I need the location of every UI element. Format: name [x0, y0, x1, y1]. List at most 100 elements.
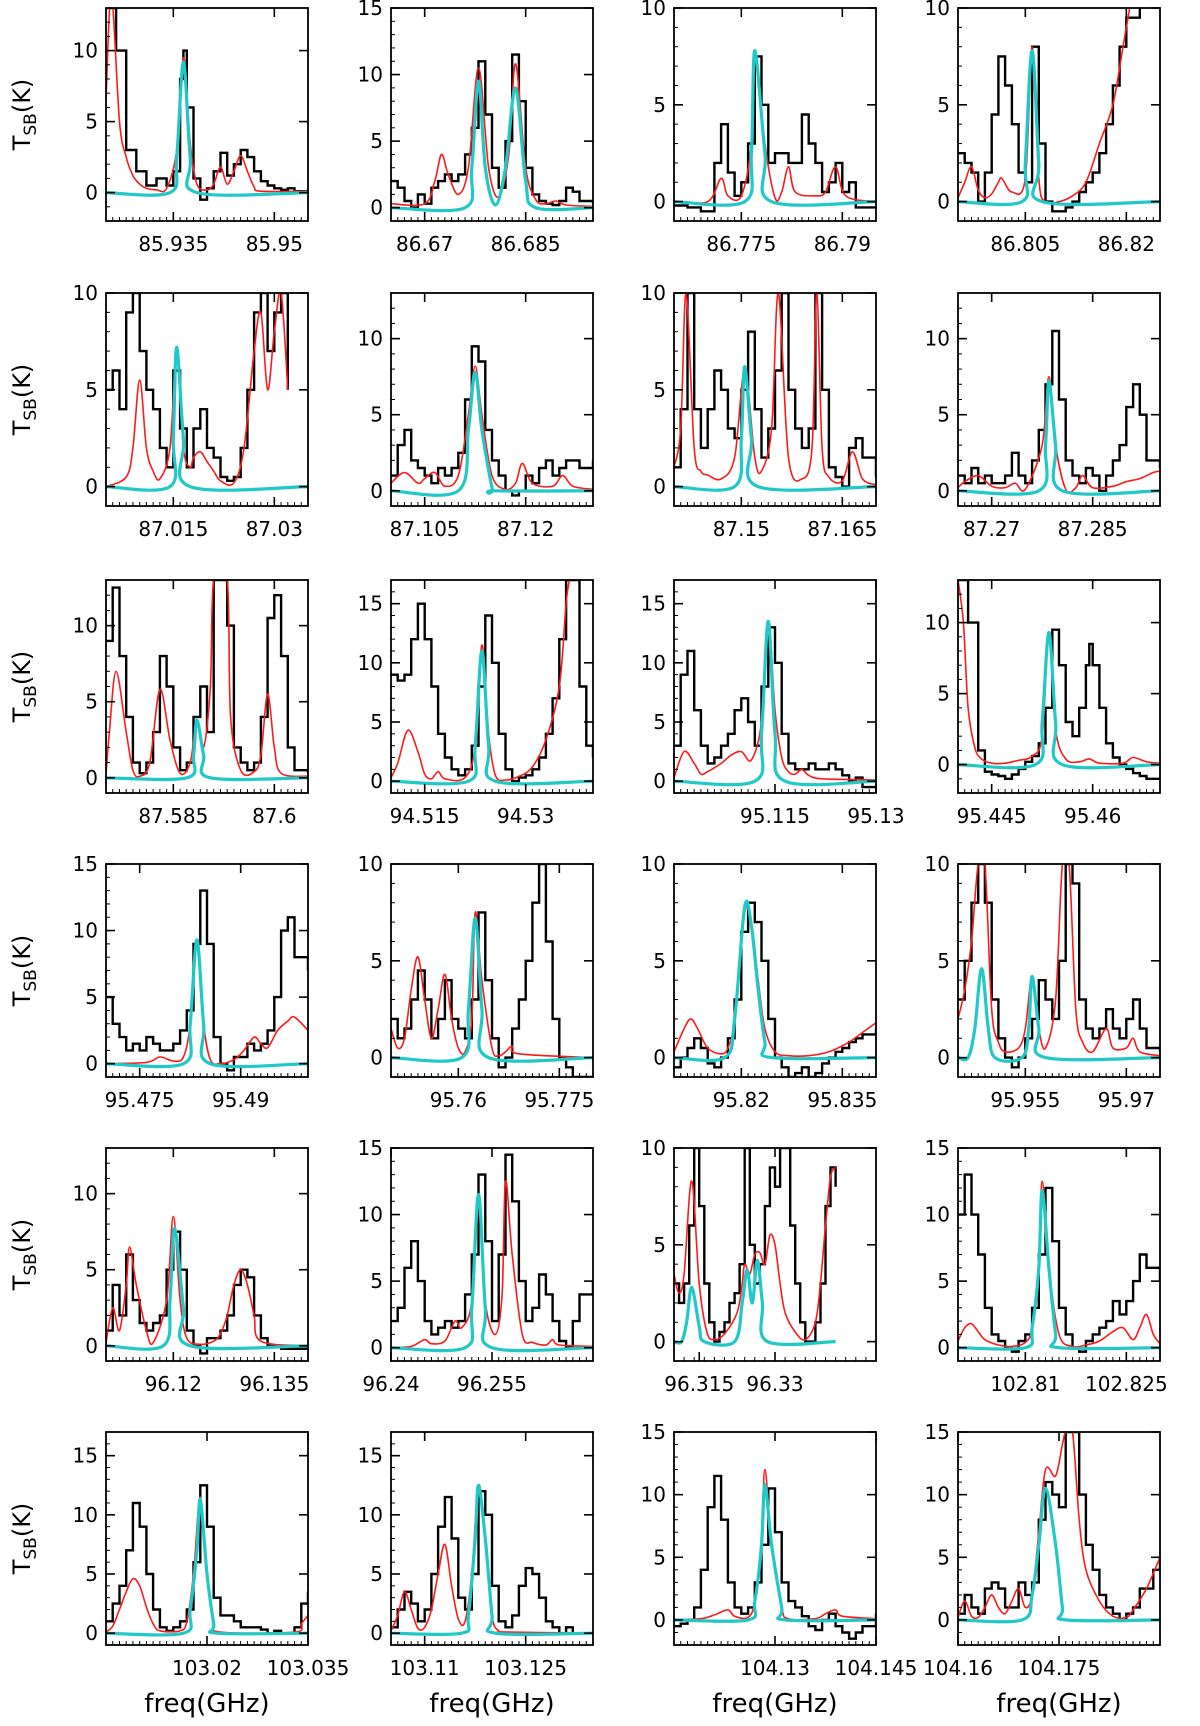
model-line-curve: [958, 1188, 1160, 1351]
y-tick-label: 10: [925, 852, 950, 876]
observed-spectrum: [674, 1148, 837, 1343]
observed-spectrum: [958, 864, 1160, 1069]
x-tick-label: 95.46: [1064, 804, 1121, 828]
panel-6: 0 5 10 87.105 87.12: [358, 292, 594, 541]
model-total-curve: [106, 1215, 308, 1347]
plot-area: [391, 864, 593, 1077]
x-axis-label: freq(GHz): [429, 1689, 554, 1719]
y-tick-label: 5: [653, 1233, 666, 1257]
plot-area: [674, 1148, 837, 1347]
x-tick-label: 87.585: [138, 804, 208, 828]
y-tick-label: 10: [358, 1203, 383, 1227]
y-tick-label: 10: [73, 39, 98, 63]
observed-spectrum: [958, 580, 1160, 780]
panel-1: 0 5 10 85.935 85.95: [73, 7, 309, 256]
model-total-curve: [106, 293, 289, 488]
y-tick-label: 15: [925, 1420, 950, 1444]
panel-24: 0 5 10 15 104.16 104.175: [923, 1420, 1161, 1680]
y-tick-label: 15: [358, 1136, 383, 1160]
x-tick-label: 86.775: [706, 232, 776, 256]
x-tick-label: 95.97: [1098, 1088, 1155, 1112]
model-line-curve: [106, 718, 308, 782]
y-tick-label: 0: [85, 1334, 98, 1358]
x-tick-label: 96.33: [746, 1372, 803, 1396]
model-line-curve: [106, 1226, 308, 1351]
y-axis-label: TSB(K): [8, 935, 41, 1008]
y-tick-label: 5: [370, 1562, 383, 1586]
y-tick-label: 10: [641, 651, 666, 675]
panel-19: 0 5 10 96.315 96.33: [641, 1136, 877, 1396]
panel-frame: [105, 1431, 309, 1646]
y-tick-label: 10: [641, 281, 666, 305]
y-tick-label: 0: [653, 769, 666, 793]
y-tick-label: 10: [358, 63, 383, 87]
model-line-curve: [674, 1258, 836, 1347]
y-tick-label: 5: [85, 985, 98, 1009]
x-tick-label: 95.775: [524, 1088, 594, 1112]
y-tick-label: 5: [370, 1269, 383, 1293]
panel-frame: [673, 7, 877, 222]
model-total-curve: [391, 63, 593, 208]
y-tick-label: 10: [925, 1203, 950, 1227]
y-tick-label: 0: [85, 475, 98, 499]
x-tick-label: 87.03: [246, 517, 303, 541]
model-total-curve: [106, 580, 308, 778]
panel-21: 0 5 10 15 103.02 103.035: [73, 1431, 349, 1680]
model-line-curve: [674, 619, 876, 787]
model-line-curve: [391, 79, 593, 213]
y-tick-label: 0: [937, 1608, 950, 1632]
model-line-curve: [391, 1192, 593, 1353]
y-tick-label: 0: [937, 479, 950, 503]
y-tick-label: 5: [370, 949, 383, 973]
y-tick-label: 5: [937, 93, 950, 117]
x-tick-label: 104.145: [835, 1656, 918, 1680]
observed-spectrum: [106, 1230, 308, 1355]
model-line-curve: [391, 1483, 593, 1637]
x-axis-label: freq(GHz): [144, 1689, 269, 1719]
observed-spectrum: [106, 1484, 308, 1635]
plot-area: [106, 1484, 308, 1637]
y-label-sub: SB: [21, 113, 41, 135]
plot-area: [391, 1153, 593, 1353]
y-tick-label: 10: [925, 1483, 950, 1507]
y-tick-label: 10: [925, 327, 950, 351]
observed-spectrum: [106, 580, 308, 775]
panel-3: 0 5 10 86.775 86.79: [641, 0, 877, 256]
observed-spectrum: [958, 329, 1160, 492]
model-line-curve: [958, 48, 1160, 207]
panel-4: 0 5 10 86.805 86.82: [925, 0, 1161, 256]
x-tick-label: 87.285: [1058, 517, 1128, 541]
model-line-curve: [106, 60, 308, 197]
x-tick-label: 86.82: [1098, 232, 1155, 256]
observed-spectrum: [674, 901, 876, 1077]
y-label-sub: SB: [21, 398, 41, 420]
panel-8: 0 5 10 87.27 87.285: [925, 292, 1161, 541]
model-total-curve: [958, 1432, 1160, 1620]
x-tick-label: 85.95: [246, 232, 303, 256]
observed-spectrum: [674, 293, 876, 488]
y-tick-label: 5: [85, 690, 98, 714]
model-line-curve: [106, 938, 308, 1069]
y-tick-label: 5: [937, 949, 950, 973]
x-tick-label: 85.935: [138, 232, 208, 256]
x-tick-label: 103.11: [390, 1656, 460, 1680]
model-line-curve: [958, 630, 1160, 770]
plot-area: [958, 329, 1160, 496]
y-tick-label: 0: [937, 1336, 950, 1360]
model-total-curve: [958, 864, 1160, 1057]
observed-spectrum: [391, 345, 593, 497]
y-tick-label: 0: [653, 1330, 666, 1354]
y-label-sub: SB: [21, 1253, 41, 1275]
observed-spectrum: [391, 1490, 593, 1635]
x-tick-label: 86.79: [814, 232, 871, 256]
model-total-curve: [958, 580, 1160, 765]
y-axis-label: TSB(K): [8, 1219, 41, 1292]
x-axis-label: freq(GHz): [996, 1689, 1121, 1719]
observed-spectrum: [391, 864, 593, 1077]
y-tick-label: 5: [937, 1269, 950, 1293]
x-tick-label: 102.81: [990, 1372, 1060, 1396]
plot-area: [106, 1215, 308, 1355]
y-tick-label: 0: [937, 1046, 950, 1070]
y-label-main: T: [8, 1559, 36, 1575]
y-label-sub: SB: [21, 969, 41, 991]
